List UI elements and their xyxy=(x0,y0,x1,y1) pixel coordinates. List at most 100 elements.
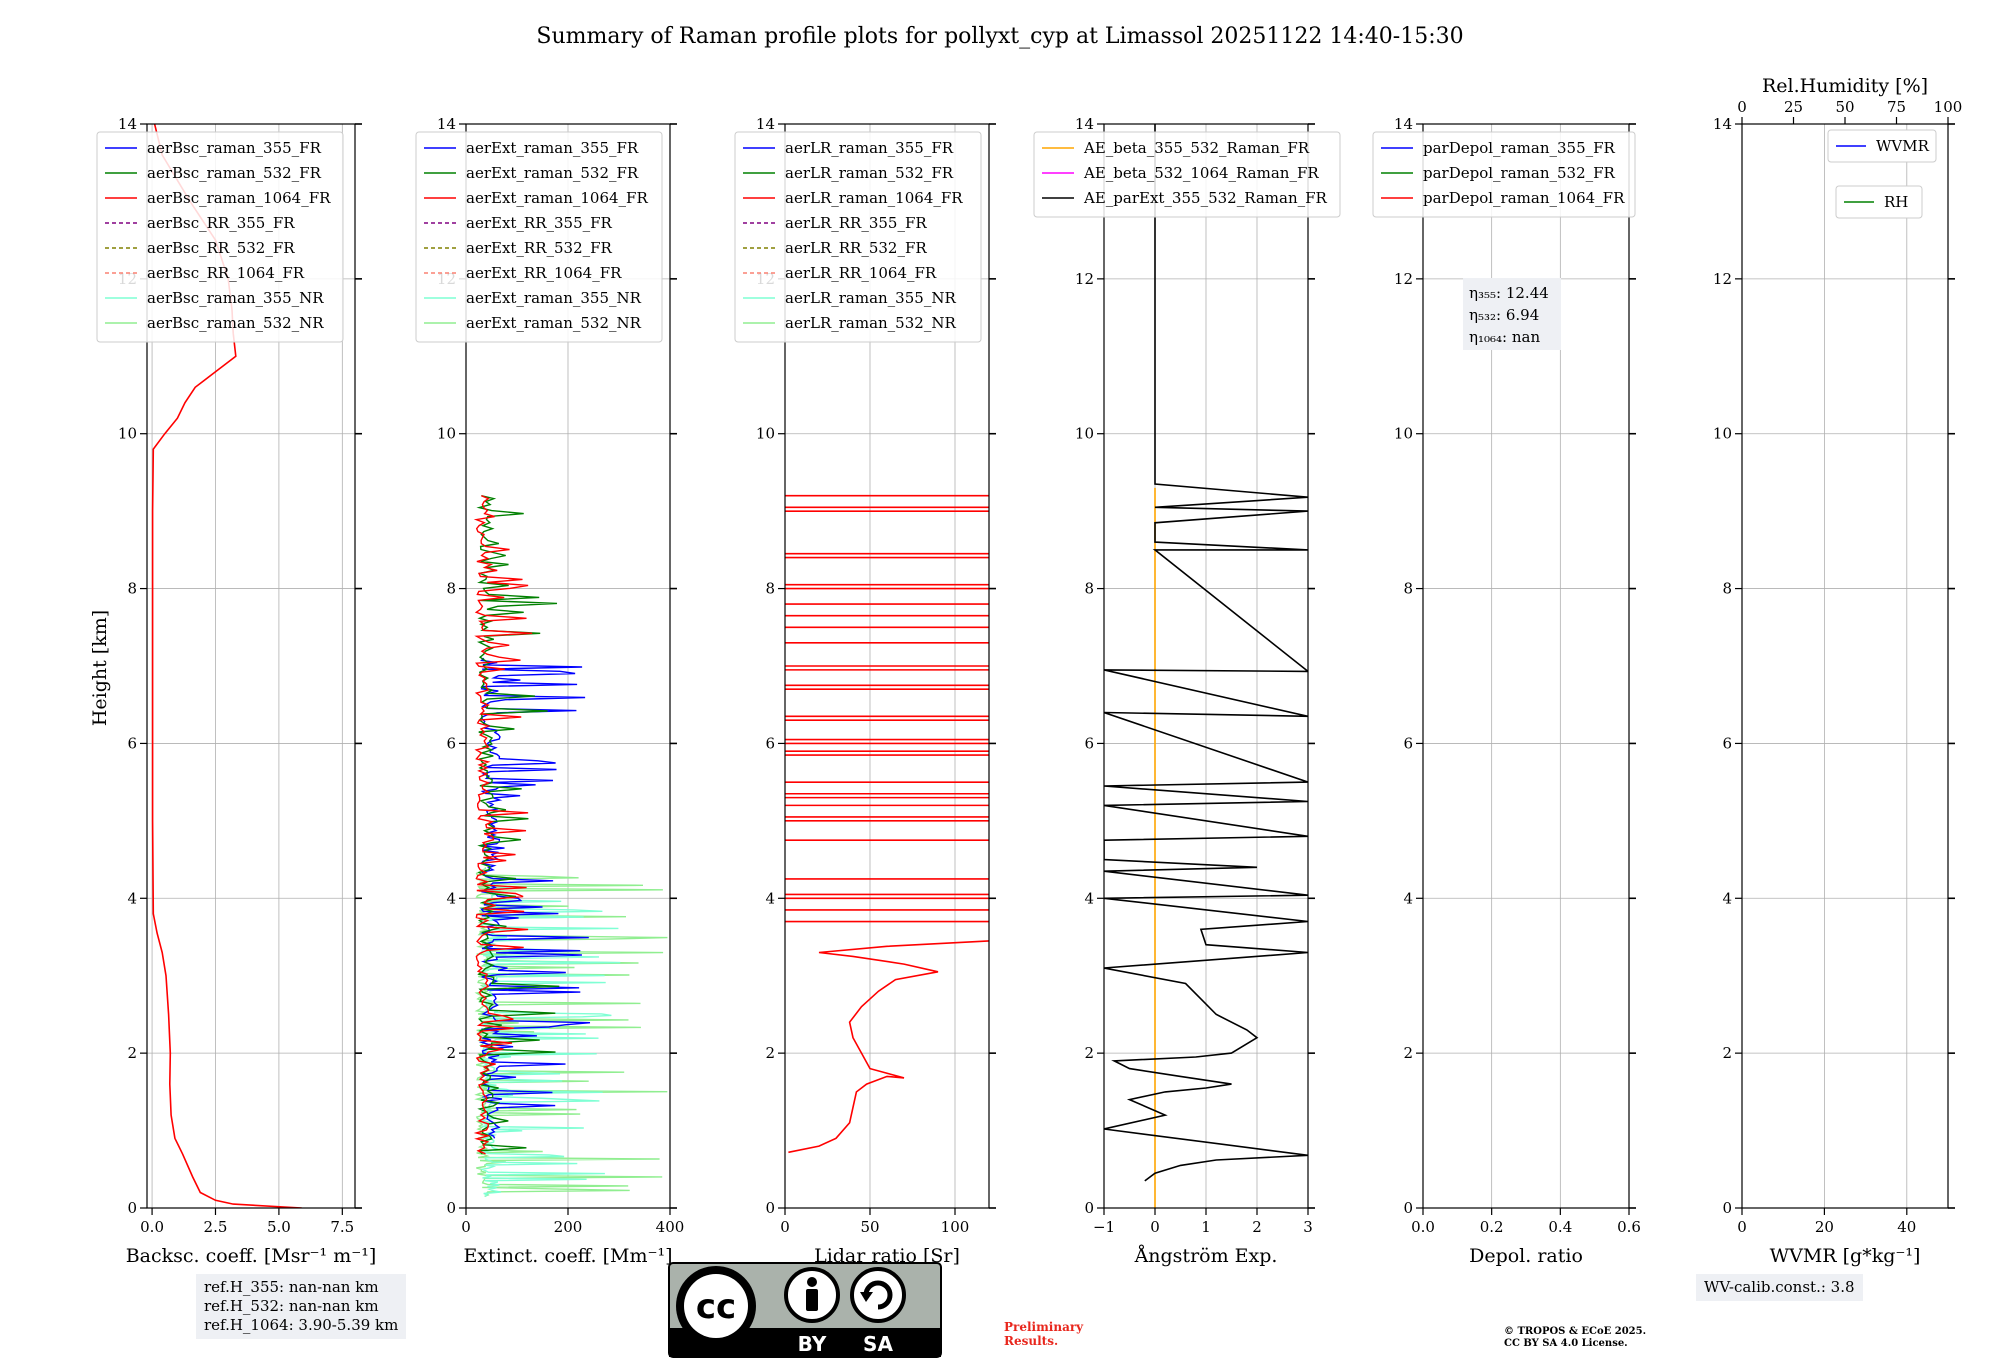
ytick-label: 0 xyxy=(1084,1199,1094,1217)
legend-label: aerLR_raman_355_FR xyxy=(785,139,954,157)
xtick-label: 0.2 xyxy=(1480,1218,1504,1236)
legend-label: AE_beta_532_1064_Raman_FR xyxy=(1083,164,1319,182)
series-aerLR_raman_1064_FR xyxy=(788,940,989,1154)
xtick-label: 0.6 xyxy=(1617,1218,1641,1236)
legend-label: AE_beta_355_532_Raman_FR xyxy=(1083,139,1310,157)
ytick-label: 8 xyxy=(1403,580,1413,598)
legend-label: aerExt_raman_1064_FR xyxy=(466,189,648,207)
ytick-label: 4 xyxy=(446,889,456,907)
legend-label: aerLR_raman_1064_FR xyxy=(785,189,963,207)
xtick-label: 0 xyxy=(461,1218,471,1236)
xtick-label: 20 xyxy=(1815,1218,1834,1236)
ytick-label: 8 xyxy=(1722,580,1732,598)
ytick-label: 8 xyxy=(765,580,775,598)
ytick-label: 6 xyxy=(446,734,456,752)
ytick-label: 14 xyxy=(756,115,775,133)
legend-label: aerExt_raman_355_NR xyxy=(466,289,642,307)
x-axis-label: Depol. ratio xyxy=(1469,1245,1583,1267)
legend-label: aerBsc_raman_355_FR xyxy=(147,139,322,157)
axes-frame xyxy=(1741,123,1949,1209)
ytick-label: 8 xyxy=(1084,580,1094,598)
x-axis-label: Lidar ratio [Sr] xyxy=(814,1245,960,1267)
cc-by-sa-logo: cc BY SA xyxy=(668,1262,942,1358)
series-aerExt_raman_1064_FR xyxy=(473,495,533,1155)
ytick-label: 14 xyxy=(1394,115,1413,133)
xtick-label: 0 xyxy=(1737,1218,1747,1236)
cc-mark: cc xyxy=(696,1287,736,1327)
series-group xyxy=(785,494,989,1154)
xtick-label: 40 xyxy=(1897,1218,1916,1236)
legend-label: WVMR xyxy=(1876,137,1930,155)
refH-note: ref.H_355: nan-nan km ref.H_532: nan-nan… xyxy=(196,1274,407,1339)
legend: parDepol_raman_355_FR parDepol_raman_532_… xyxy=(1372,131,1636,218)
legend-label: aerExt_RR_532_FR xyxy=(466,239,613,257)
ytick-label: 8 xyxy=(446,580,456,598)
x-axis-label: Backsc. coeff. [Msr⁻¹ m⁻¹] xyxy=(126,1245,377,1267)
panel-wvmr: 0 2 4 6 8 10 12 14 0 20 40 WVMR [g*kg⁻¹] 0 25 50 75 100 R… xyxy=(1713,75,1962,1267)
figure-title: Summary of Raman profile plots for polly… xyxy=(536,24,1463,49)
legend-label: aerBsc_RR_355_FR xyxy=(147,214,295,232)
cc-by-label: BY xyxy=(798,1332,827,1356)
ytick-label: 6 xyxy=(1722,734,1732,752)
legend-label: parDepol_raman_532_FR xyxy=(1423,164,1616,182)
legend-label: aerLR_RR_355_FR xyxy=(785,214,927,232)
legend-label: aerBsc_raman_355_NR xyxy=(147,289,324,307)
legend: aerExt_raman_355_FR aerExt_raman_532_FRae… xyxy=(415,131,663,343)
legend: aerLR_raman_355_FR aerLR_raman_532_FR aerL… xyxy=(734,131,982,343)
legend: aerBsc_raman_355_FR aerBsc_raman_532_FRae… xyxy=(96,131,344,343)
xtick-label: −1 xyxy=(1093,1218,1115,1236)
y-axis-label: Height [km] xyxy=(89,610,111,726)
preliminary-line-2: Results. xyxy=(1004,1334,1059,1348)
legend-label: aerLR_raman_532_NR xyxy=(785,314,956,332)
axes-frame xyxy=(784,123,990,1209)
legend-label: aerExt_raman_532_FR xyxy=(466,164,639,182)
x-axis-label: Ångström Exp. xyxy=(1134,1245,1278,1267)
ytick-label: 6 xyxy=(1403,734,1413,752)
legend-box xyxy=(415,131,663,343)
top-tick-label: 75 xyxy=(1887,98,1906,116)
xtick-label: 50 xyxy=(860,1218,879,1236)
ytick-label: 10 xyxy=(1075,425,1094,443)
series-AE_parExt_355_532_Raman_FR xyxy=(1104,124,1308,1182)
refH-355: ref.H_355: nan-nan km xyxy=(204,1278,379,1296)
xtick-label: 200 xyxy=(554,1218,583,1236)
ytick-label: 2 xyxy=(127,1044,137,1062)
ytick-label: 14 xyxy=(1075,115,1094,133)
top-axis-label: Rel.Humidity [%] xyxy=(1762,75,1928,97)
refH-1064: ref.H_1064: 3.90-5.39 km xyxy=(204,1316,399,1334)
ytick-label: 0 xyxy=(765,1199,775,1217)
ytick-label: 2 xyxy=(1722,1044,1732,1062)
xtick-label: 2.5 xyxy=(204,1218,228,1236)
ytick-label: 14 xyxy=(437,115,456,133)
ytick-label: 6 xyxy=(1084,734,1094,752)
ytick-label: 0 xyxy=(446,1199,456,1217)
preliminary-line-1: Preliminary xyxy=(1004,1320,1084,1334)
x-axis-label: Extinct. coeff. [Mm⁻¹] xyxy=(463,1245,672,1267)
copyright-line-1: © TROPOS & ECoE 2025. xyxy=(1504,1326,1647,1337)
legend-label: aerExt_RR_1064_FR xyxy=(466,264,622,282)
legend-label: aerBsc_raman_1064_FR xyxy=(147,189,331,207)
top-tick-label: 0 xyxy=(1737,98,1747,116)
xtick-label: 0.4 xyxy=(1548,1218,1572,1236)
ytick-label: 10 xyxy=(118,425,137,443)
ytick-label: 10 xyxy=(1394,425,1413,443)
legend-box xyxy=(734,131,982,343)
ytick-label: 4 xyxy=(765,889,775,907)
legend-label: RH xyxy=(1884,193,1908,211)
legend-label: aerLR_raman_355_NR xyxy=(785,289,956,307)
ytick-label: 2 xyxy=(765,1044,775,1062)
eta-line-1: η₅₃₂: 6.94 xyxy=(1469,306,1539,324)
top-tick-label: 50 xyxy=(1835,98,1854,116)
xtick-label: 0 xyxy=(1150,1218,1160,1236)
panel-extinction: 024681012140200400Extinct. coeff. [Mm⁻¹]… xyxy=(415,115,685,1267)
xtick-label: 400 xyxy=(656,1218,685,1236)
legend-label: aerBsc_RR_1064_FR xyxy=(147,264,305,282)
cc-sa-label: SA xyxy=(863,1332,893,1356)
xtick-label: 1 xyxy=(1201,1218,1211,1236)
ytick-label: 12 xyxy=(1394,270,1413,288)
legend-label: aerExt_raman_532_NR xyxy=(466,314,642,332)
series-aerExt_raman_532_FR xyxy=(476,495,560,1155)
